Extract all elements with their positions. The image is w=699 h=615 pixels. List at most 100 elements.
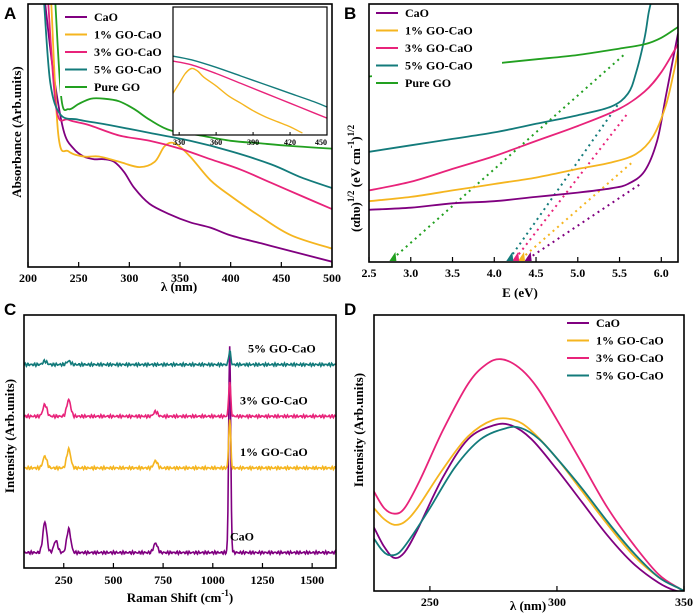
panel-a-inset-series-3-go-cao [173,60,327,119]
panel-b-xtick-label: 4.5 [529,266,544,280]
panel-a-xtick-label: 250 [70,271,88,285]
panel-b-extrapolation-3-go-cao [514,112,629,260]
panel-b-extrapolation-1-go-cao [520,161,633,260]
panel-c-xtick-label: 750 [154,573,172,587]
ylabel-part: -1 [346,140,356,148]
panel-b-legend-label-5-go-cao: 5% GO-CaO [405,59,473,73]
panel-b-ylabel: (αhυ)1/2 (eV cm-1)1/2 [346,124,363,232]
panel-d-legend-label-5-go-cao: 5% GO-CaO [596,369,664,383]
panel-b-series-cao [369,33,678,211]
panel-a-series-pure-go [54,4,332,150]
panel-d-series-cao [374,422,684,591]
panel-b-plot-frame [368,3,679,263]
panel-c-series-label-5-go-cao: 5% GO-CaO [248,342,316,356]
panel-b-bandgap-marker-cao [524,252,532,261]
ylabel-part: ) [348,136,363,140]
panel-c-xtick-label: 1500 [300,573,324,587]
panel-c-xlabel: Raman Shift (cm-1) [127,588,233,605]
panel-c-raman: CaO 1% GO-CaO 3% GO-CaO 5% GO-CaO 250 500 750 1… [23,314,337,587]
panel-a-ylabel: Absorbance (Arb.units) [9,66,24,197]
panel-a-inset-xtick-label: 450 [315,138,327,147]
panel-b-bandgap-marker-1-go-cao [517,252,525,261]
panel-a-series-cao [44,4,332,263]
panel-b-bandgap-marker-5-go-cao [506,252,514,261]
panel-c-xtick-label: 500 [104,573,122,587]
panel-b-xtick-label: 5.0 [570,266,585,280]
panel-a-xtick-label: 450 [272,271,290,285]
panel-a-inset-bg [173,7,327,135]
panel-d-plot-frame [373,314,685,592]
panel-a-legend-label-pure-go: Pure GO [94,80,140,94]
panel-a-legend-label-5-go-cao: 5% GO-CaO [94,63,162,77]
panel-c-xtick-label: 1000 [201,573,225,587]
panel-b-xtick-label: 3.0 [403,266,418,280]
panel-b-extrapolation-cao [527,183,641,260]
panel-b-legend-label-3-go-cao: 3% GO-CaO [405,41,473,55]
panel-a-series-5-go-cao [43,4,332,189]
ylabel-part: 1/2 [346,124,356,136]
panel-b-xlabel: E (eV) [502,285,538,300]
panel-b-legend-label-pure-go: Pure GO [405,76,451,90]
panel-a-legend-label-cao: CaO [94,10,118,24]
panel-b-series-3-go-cao [369,43,678,192]
panel-b-xtick-label: 3.5 [445,266,460,280]
panel-c-series-1-go-cao [24,419,336,472]
panel-c-series-label-1-go-cao: 1% GO-CaO [240,445,308,459]
panel-a-xtick-label: 350 [171,271,189,285]
panel-a-series-1-go-cao [50,4,332,250]
panel-c-series-cao [24,346,336,557]
panel-a-xtick-label: 400 [222,271,240,285]
ylabel-part: 1/2 [346,190,356,202]
panel-b-xtick-label: 2.5 [362,266,377,280]
panel-d-xtick-label: 250 [421,595,439,609]
panel-b-legend-label-1-go-cao: 1% GO-CaO [405,24,473,38]
panel-a-inset-series-5-go-cao [173,55,327,108]
panel-b-series-5-go-cao [369,4,652,153]
panel-b-bandgap-marker-pure-go [389,252,397,261]
panel-a-inset-xtick-label: 390 [247,138,259,147]
xlabel-part: Raman Shift (cm [127,590,222,605]
xlabel-part: ) [229,590,233,605]
panel-a-inset-series-1-go-cao [173,67,303,134]
panel-c-xtick-label: 1250 [250,573,274,587]
panel-c-ylabel: Intensity (Arb.units) [2,379,17,493]
panel-letter-d: D [344,300,356,319]
panel-d-legend-label-3-go-cao: 3% GO-CaO [596,351,664,365]
panel-d-ylabel: Intensity (Arb.units) [351,373,366,487]
panel-b-legend-label-cao: CaO [405,6,429,20]
panel-b-xtick-label: 4.0 [487,266,502,280]
panel-letter-c: C [4,300,16,319]
panel-d-photoluminescence: 250 300 350 CaO 1% GO-CaO 3% GO-CaO 5% GO-CaO [373,314,693,609]
ylabel-part: (αhυ) [348,202,363,232]
panel-d-xtick-label: 350 [675,595,693,609]
panel-a-legend-label-3-go-cao: 3% GO-CaO [94,45,162,59]
panel-d-xlabel: λ (nm) [510,598,546,613]
panel-a-xtick-label: 300 [120,271,138,285]
panel-a-inset-xtick-label: 360 [210,138,222,147]
panel-d-legend-label-1-go-cao: 1% GO-CaO [596,334,664,348]
panel-a-xtick-label: 500 [323,271,341,285]
panel-d-legend-label-cao: CaO [596,316,620,330]
panel-letter-a: A [4,4,16,23]
ylabel-part: (eV cm [348,148,363,191]
panel-a-inset-xtick-label: 330 [173,138,185,147]
panel-a-xtick-label: 200 [19,271,37,285]
panel-a-inset-xtick-label: 420 [284,138,296,147]
panel-b-bandgap-marker-3-go-cao [512,252,520,261]
panel-a-series-3-go-cao [47,4,332,210]
panel-d-series-5-go-cao [374,425,684,591]
panel-a-absorbance: 200 250 300 350 400 450 500 CaO 1% GO-CaO 3% GO-C… [19,3,341,285]
panel-b-xtick-label: 6.0 [654,266,669,280]
panel-b-extrapolation-5-go-cao [508,101,621,260]
panel-c-series-3-go-cao [24,381,336,420]
panel-letter-b: B [344,4,356,23]
panel-c-plot-frame [23,314,337,569]
panel-c-xtick-label: 250 [55,573,73,587]
panel-d-series-3-go-cao [374,358,684,591]
panel-a-inset-frame [172,6,328,136]
panel-b-tauc-plot: 2.5 3.0 3.5 4.0 4.5 5.0 5.5 6.0 CaO 1% GO-CaO 3% G… [362,3,679,280]
panel-a-xlabel: λ (nm) [161,279,197,294]
panel-d-series-1-go-cao [374,417,684,591]
panel-b-series-1-go-cao [369,50,678,203]
